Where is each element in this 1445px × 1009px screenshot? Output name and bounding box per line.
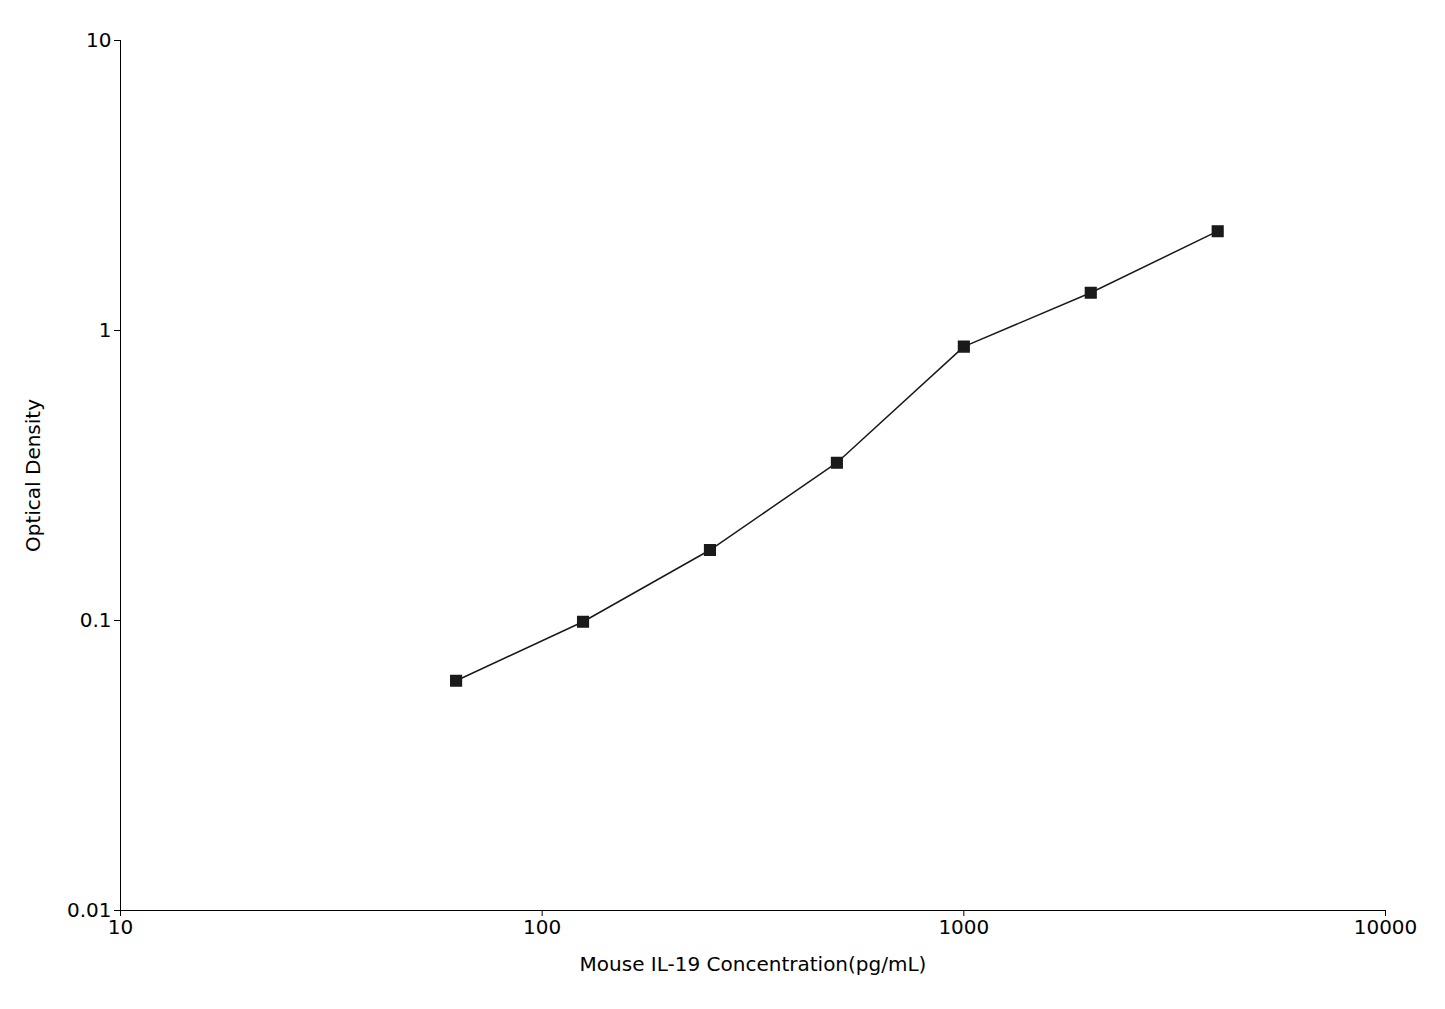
- svg-text:10000: 10000: [1354, 915, 1418, 939]
- svg-text:10: 10: [108, 915, 133, 939]
- svg-text:10: 10: [86, 28, 111, 52]
- svg-text:1000: 1000: [938, 915, 989, 939]
- svg-text:1: 1: [99, 318, 112, 342]
- svg-text:Optical Density: Optical Density: [21, 399, 45, 552]
- svg-text:0.1: 0.1: [80, 608, 112, 632]
- svg-text:0.01: 0.01: [67, 898, 112, 922]
- svg-text:100: 100: [523, 915, 561, 939]
- svg-text:Mouse IL-19 Concentration(pg/m: Mouse IL-19 Concentration(pg/mL): [580, 952, 927, 976]
